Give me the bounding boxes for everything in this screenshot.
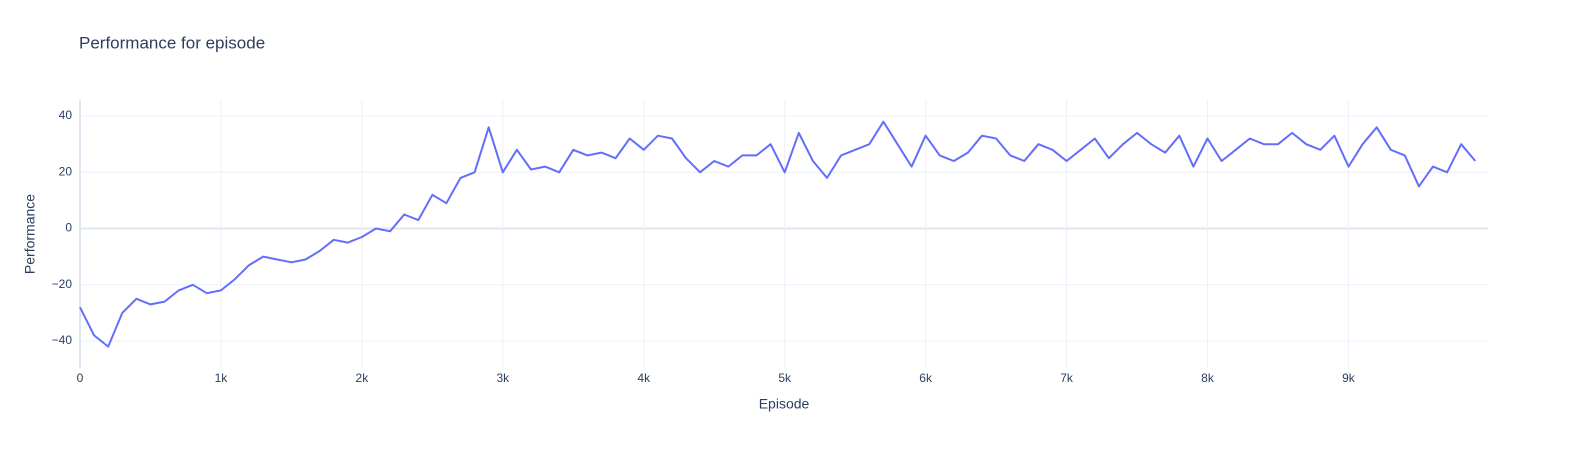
y-axis-label: Performance (22, 194, 38, 274)
y-tick-label: −20 (52, 277, 73, 291)
x-tick-label: 8k (1201, 371, 1215, 385)
x-axis-label: Episode (759, 396, 810, 412)
x-tick-label: 4k (637, 371, 651, 385)
x-tick-label: 9k (1342, 371, 1356, 385)
chart-title: Performance for episode (79, 33, 265, 52)
x-tick-label: 0 (77, 371, 84, 385)
line-series (79, 120, 1477, 348)
x-tick-label: 2k (356, 371, 370, 385)
x-tick-label: 1k (215, 371, 229, 385)
y-tick-label: 20 (59, 164, 73, 178)
x-tick-label: 3k (496, 371, 510, 385)
y-tick-label: −40 (52, 333, 73, 347)
x-tick-label: 6k (919, 371, 933, 385)
y-tick-label: 40 (59, 108, 73, 122)
x-tick-label: 7k (1060, 371, 1074, 385)
y-tick-label: 0 (65, 221, 72, 235)
x-tick-label: 5k (778, 371, 792, 385)
